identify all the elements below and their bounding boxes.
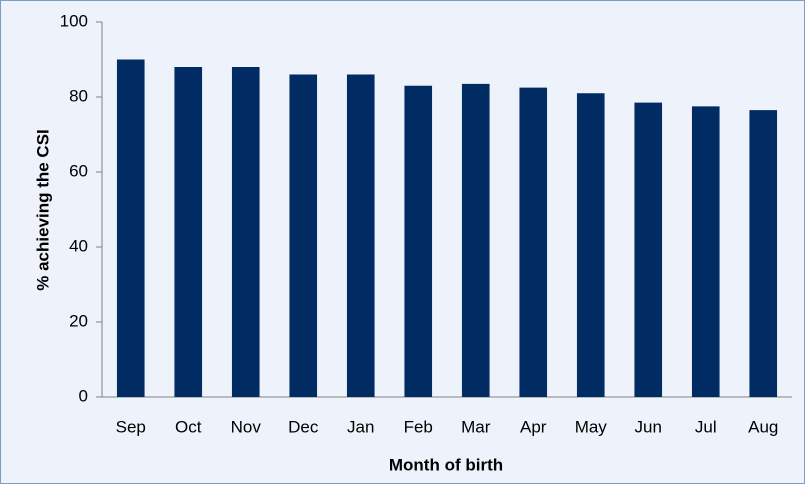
bar	[289, 74, 318, 397]
x-tick-label: Dec	[288, 417, 319, 436]
bar	[404, 85, 433, 397]
x-tick-label: Mar	[461, 417, 491, 436]
bar	[691, 106, 720, 397]
x-tick-label: Sep	[116, 417, 146, 436]
x-tick-label: Oct	[175, 417, 202, 436]
y-axis-title: % achieving the CSI	[33, 129, 52, 291]
x-tick-label: May	[575, 417, 608, 436]
bar	[174, 67, 203, 397]
bar	[634, 102, 663, 397]
x-tick-label: Jun	[635, 417, 662, 436]
bar	[576, 93, 605, 397]
y-tick-label: 60	[69, 161, 88, 180]
y-tick-label: 40	[69, 236, 88, 255]
y-tick-label: 100	[60, 11, 88, 30]
x-tick-label: Aug	[748, 417, 778, 436]
x-tick-label: Nov	[231, 417, 262, 436]
bar	[461, 83, 490, 397]
x-tick-label: Feb	[404, 417, 433, 436]
x-tick-label: Jul	[695, 417, 717, 436]
y-tick-label: 0	[79, 386, 88, 405]
bar	[519, 87, 548, 397]
bar	[749, 110, 778, 397]
y-tick-label: 20	[69, 311, 88, 330]
x-tick-label: Jan	[347, 417, 374, 436]
y-tick-label: 80	[69, 86, 88, 105]
bar	[346, 74, 375, 397]
x-tick-label: Apr	[520, 417, 547, 436]
bar	[116, 59, 145, 397]
bar	[231, 67, 260, 397]
x-axis-title: Month of birth	[389, 455, 503, 474]
